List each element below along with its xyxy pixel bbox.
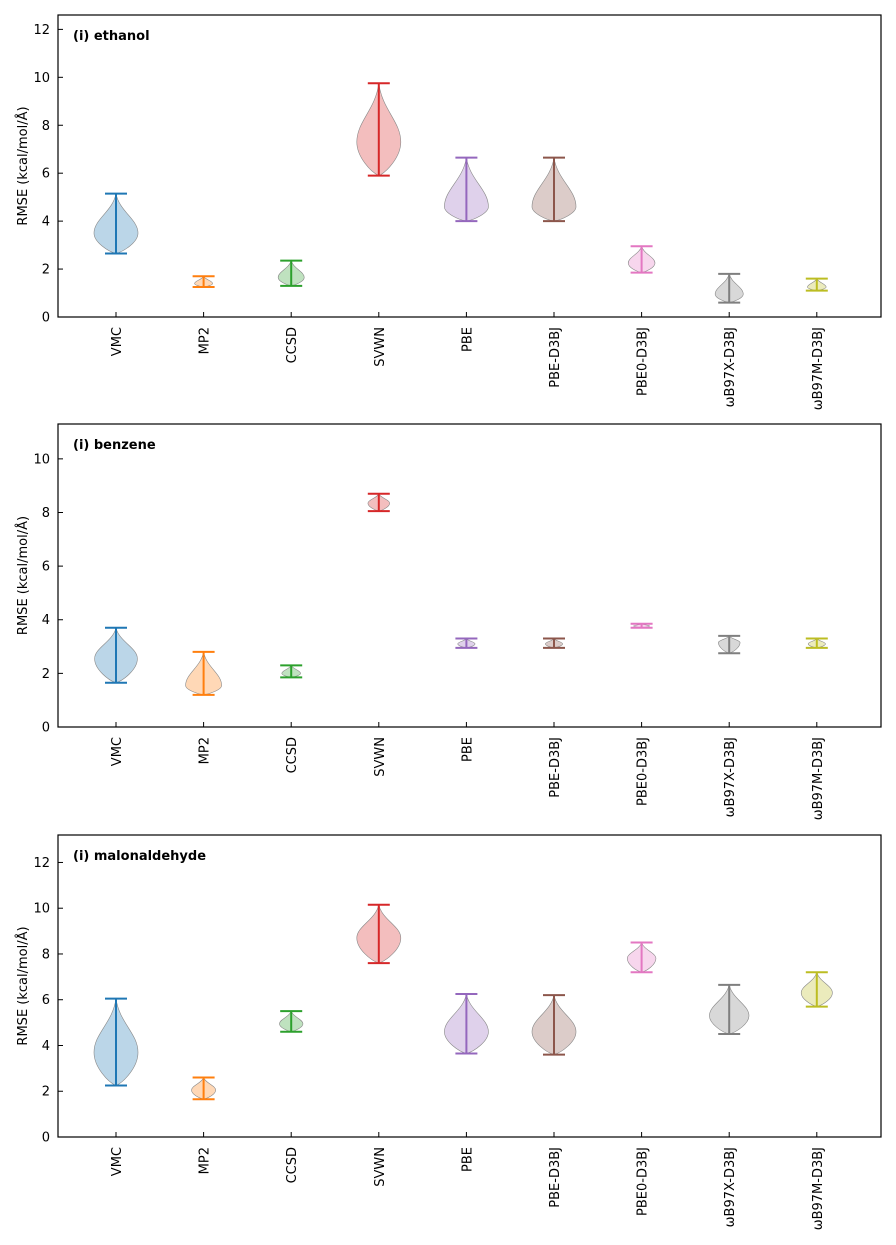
y-tick-label-2-0: 0 [42,1131,50,1146]
y-tick-label-2-1: 2 [42,1085,50,1100]
plot-frame-2 [57,834,882,1138]
x-tick-label-1-4: PBE [460,737,475,762]
x-tick-label-0-4: PBE [460,327,475,352]
y-tick-label-0-6: 12 [33,23,50,38]
x-tick-label-2-5: PBE-D3BJ [548,1147,563,1208]
y-tick-label-1-2: 4 [42,613,50,628]
x-tick-label-2-0: VMC [110,1147,125,1176]
x-tick-label-1-3: SVWN [373,737,388,777]
x-tick-label-2-3: SVWN [373,1147,388,1187]
y-axis-label-2: RMSE (kcal/mol/Å) [15,926,31,1045]
y-tick-label-2-2: 4 [42,1039,50,1054]
panel-title-0: (i) ethanol [73,29,150,44]
y-axis-label-1: RMSE (kcal/mol/Å) [15,516,31,635]
y-tick-label-2-4: 8 [42,947,50,962]
x-tick-label-1-7: ωB97X-D3BJ [723,737,738,817]
panel-title-1: (i) benzene [73,438,156,453]
x-tick-label-1-0: VMC [110,737,125,766]
y-tick-label-0-3: 6 [42,167,50,182]
x-tick-label-0-0: VMC [110,327,125,356]
x-tick-label-2-2: CCSD [285,1147,300,1183]
y-tick-label-1-4: 8 [42,506,50,521]
x-tick-label-1-5: PBE-D3BJ [548,737,563,798]
y-tick-label-0-1: 2 [42,263,50,278]
x-tick-label-0-7: ωB97X-D3BJ [723,327,738,407]
y-tick-label-0-5: 10 [33,71,50,86]
plot-frame-0 [57,14,882,318]
x-tick-label-1-6: PBE0-D3BJ [636,737,651,806]
x-tick-label-2-6: PBE0-D3BJ [636,1147,651,1216]
plot-frame-1 [57,423,882,728]
y-tick-label-2-6: 12 [33,856,50,871]
y-tick-label-1-1: 2 [42,667,50,682]
x-tick-label-0-3: SVWN [373,327,388,367]
x-tick-label-0-6: PBE0-D3BJ [636,327,651,396]
x-tick-label-0-5: PBE-D3BJ [548,327,563,388]
x-tick-label-2-8: ωB97M-D3BJ [811,1147,826,1230]
x-tick-label-2-4: PBE [460,1147,475,1172]
y-tick-label-0-0: 0 [42,311,50,326]
y-axis-label-0: RMSE (kcal/mol/Å) [15,106,31,225]
x-tick-label-1-1: MP2 [198,737,213,764]
panel-title-2: (i) malonaldehyde [73,849,206,864]
y-tick-label-1-3: 6 [42,560,50,575]
y-tick-label-2-5: 10 [33,902,50,917]
x-tick-label-2-1: MP2 [198,1147,213,1174]
x-tick-label-0-8: ωB97M-D3BJ [811,327,826,410]
x-tick-label-0-1: MP2 [198,327,213,354]
y-tick-label-0-4: 8 [42,119,50,134]
x-tick-label-1-2: CCSD [285,737,300,773]
x-tick-label-2-7: ωB97X-D3BJ [723,1147,738,1227]
y-tick-label-2-3: 6 [42,993,50,1008]
y-tick-label-1-5: 10 [33,452,50,467]
y-tick-label-1-0: 0 [42,721,50,736]
x-tick-label-1-8: ωB97M-D3BJ [811,737,826,820]
x-tick-label-0-2: CCSD [285,327,300,363]
y-tick-label-0-2: 4 [42,215,50,230]
